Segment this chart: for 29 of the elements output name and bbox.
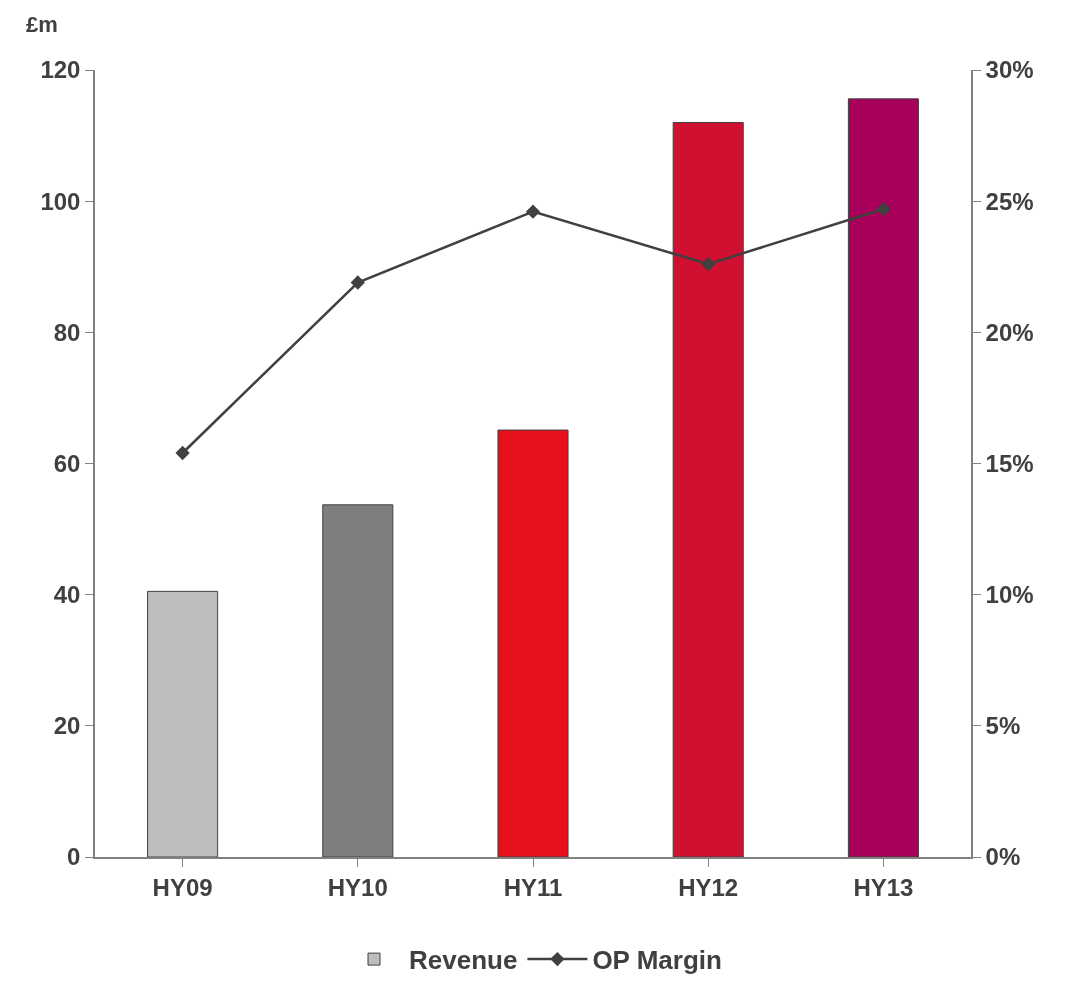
y-tick-label: 100 [40, 187, 81, 215]
x-tick-label: HY13 [853, 873, 914, 901]
point [701, 256, 716, 272]
y2-tick-label: 5% [985, 712, 1021, 740]
y-tick-label: 40 [53, 581, 81, 609]
y2-tick-label: 25% [985, 187, 1034, 215]
y-tick-label: 20 [53, 712, 81, 740]
y-tick-label: 80 [53, 318, 81, 346]
x-tick-label: HY10 [327, 873, 388, 901]
y-tick-label: 60 [53, 449, 81, 477]
y-tick-label: 0 [67, 843, 81, 871]
point [876, 201, 891, 217]
point [350, 275, 365, 290]
legend-label: OP Margin [592, 945, 722, 976]
point [175, 445, 190, 461]
x-tick-label: HY09 [152, 873, 213, 901]
point [525, 204, 541, 219]
bar [497, 429, 569, 857]
bar [147, 590, 219, 857]
y2-tick-label: 15% [985, 449, 1034, 477]
y2-tick-label: 0% [985, 843, 1021, 871]
x-tick-label: HY11 [503, 873, 563, 901]
y2-tick-label: 10% [985, 581, 1034, 609]
y2-tick-label: 30% [985, 56, 1034, 84]
x-tick-label: HY12 [678, 873, 739, 901]
legend-label: Revenue [409, 945, 518, 976]
y2-tick-label: 20% [985, 318, 1034, 346]
y-axis-title: £m [26, 12, 58, 37]
y-tick-label: 120 [40, 56, 81, 84]
